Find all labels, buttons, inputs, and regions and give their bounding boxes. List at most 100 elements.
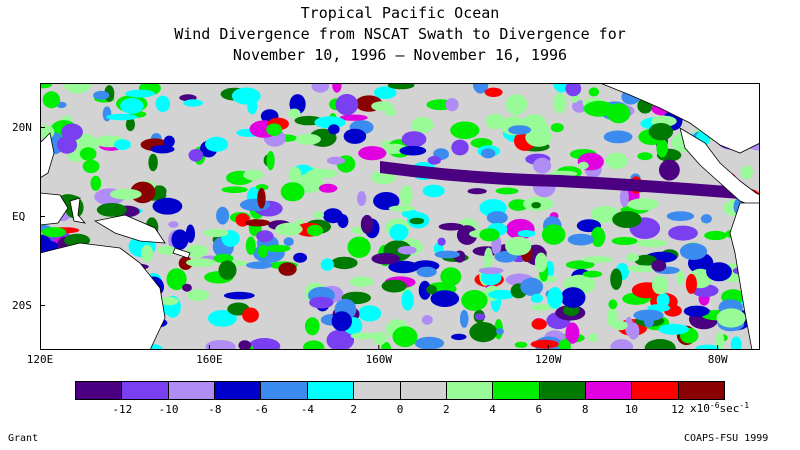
divergence-cell [547,287,563,309]
divergence-cell [157,245,177,255]
divergence-cell [306,224,324,237]
divergence-cell [523,114,546,131]
divergence-cell [508,125,532,135]
divergence-cell [293,252,307,263]
colorbar-tick-label: -6 [254,403,268,416]
divergence-cell [533,157,552,174]
colorbar-tick-label: 8 [581,403,589,416]
map-title-line-1: Tropical Pacific Ocean [300,4,500,22]
divergence-cell [245,236,256,255]
divergence-cell [550,123,564,133]
divergence-cell [166,268,187,291]
divergence-cell [205,136,229,152]
divergence-cell [266,151,275,171]
divergence-cell [676,270,685,286]
divergence-cell [565,260,595,270]
divergence-cell [473,83,489,94]
divergence-cell [257,244,268,258]
divergence-cell [96,203,127,217]
divergence-cell [381,342,391,350]
divergence-cell [373,192,400,210]
divergence-cell [381,279,407,293]
colorbar [76,382,725,399]
divergence-cell [120,98,144,114]
divergence-cell [659,159,680,181]
divergence-cell [627,265,656,273]
divergence-cell [245,219,270,227]
divergence-cell [480,148,496,159]
divergence-cell [337,214,349,229]
divergence-cell [627,322,640,340]
divergence-cell [399,145,427,156]
divergence-cell [488,289,516,300]
divergence-cell [530,293,543,303]
divergence-cell [430,290,460,307]
divergence-cell [467,188,487,195]
divergence-cell [445,98,459,112]
units-exponent: -6 [709,401,720,410]
divergence-cell [517,230,536,238]
y-axis-label: 20N [12,120,32,134]
divergence-cell [633,309,664,321]
colorbar-swatch [585,382,633,399]
divergence-cell [426,285,437,295]
colorbar-swatch [168,382,216,399]
divergence-cell [41,227,67,238]
divergence-cell [648,123,674,141]
divergence-cell [188,149,204,162]
divergence-cell [484,247,493,269]
divergence-cell [82,159,100,174]
divergence-cell [288,108,301,119]
colorbar-swatch [632,382,679,399]
divergence-cell [456,225,478,245]
colorbar-tick-label: 0 [396,403,404,416]
divergence-cell [588,87,600,97]
divergence-cell [42,91,61,109]
colorbar-swatch [307,382,355,399]
land-new-guinea [93,214,166,244]
divergence-cell [155,95,171,112]
divergence-cell [331,256,358,270]
divergence-cell [283,237,294,247]
divergence-cell [313,211,325,219]
land-australia [40,242,166,350]
colorbar-swatch [122,382,169,399]
land-south-america [729,202,760,350]
divergence-cell [79,147,97,161]
divergence-cell [171,229,189,250]
divergence-cell [163,135,175,148]
footer-author: Grant [8,433,39,444]
divergence-cell [400,185,413,206]
divergence-cell [56,135,78,154]
land-asia [40,132,55,179]
divergence-cell [238,340,252,350]
divergence-cell [635,239,668,248]
divergence-cell [109,188,142,200]
divergence-cell [474,313,486,320]
divergence-cell [332,83,342,93]
divergence-cell [63,83,92,94]
divergence-cell [266,123,283,136]
divergence-cell [716,308,746,328]
divergence-cell [591,226,606,247]
colorbar-tick-label: -4 [300,403,315,416]
divergence-cell [221,186,248,193]
divergence-cell [178,256,193,270]
divergence-cell [397,245,417,255]
divergence-cell [451,333,467,341]
divergence-cell [388,260,419,274]
divergence-cell [305,317,320,336]
x-axis-label: 80W [707,353,728,366]
divergence-cell [740,165,753,180]
divergence-cell [520,277,544,296]
divergence-cell [275,222,303,236]
divergence-cell [401,290,414,311]
divergence-cell [634,254,657,266]
divergence-cell [531,202,541,209]
colorbar-swatch [493,382,540,399]
divergence-cell [93,90,110,100]
divergence-cell [565,83,582,97]
divergence-cell [264,244,291,252]
colorbar-swatch [539,382,586,399]
divergence-cell [590,206,620,223]
